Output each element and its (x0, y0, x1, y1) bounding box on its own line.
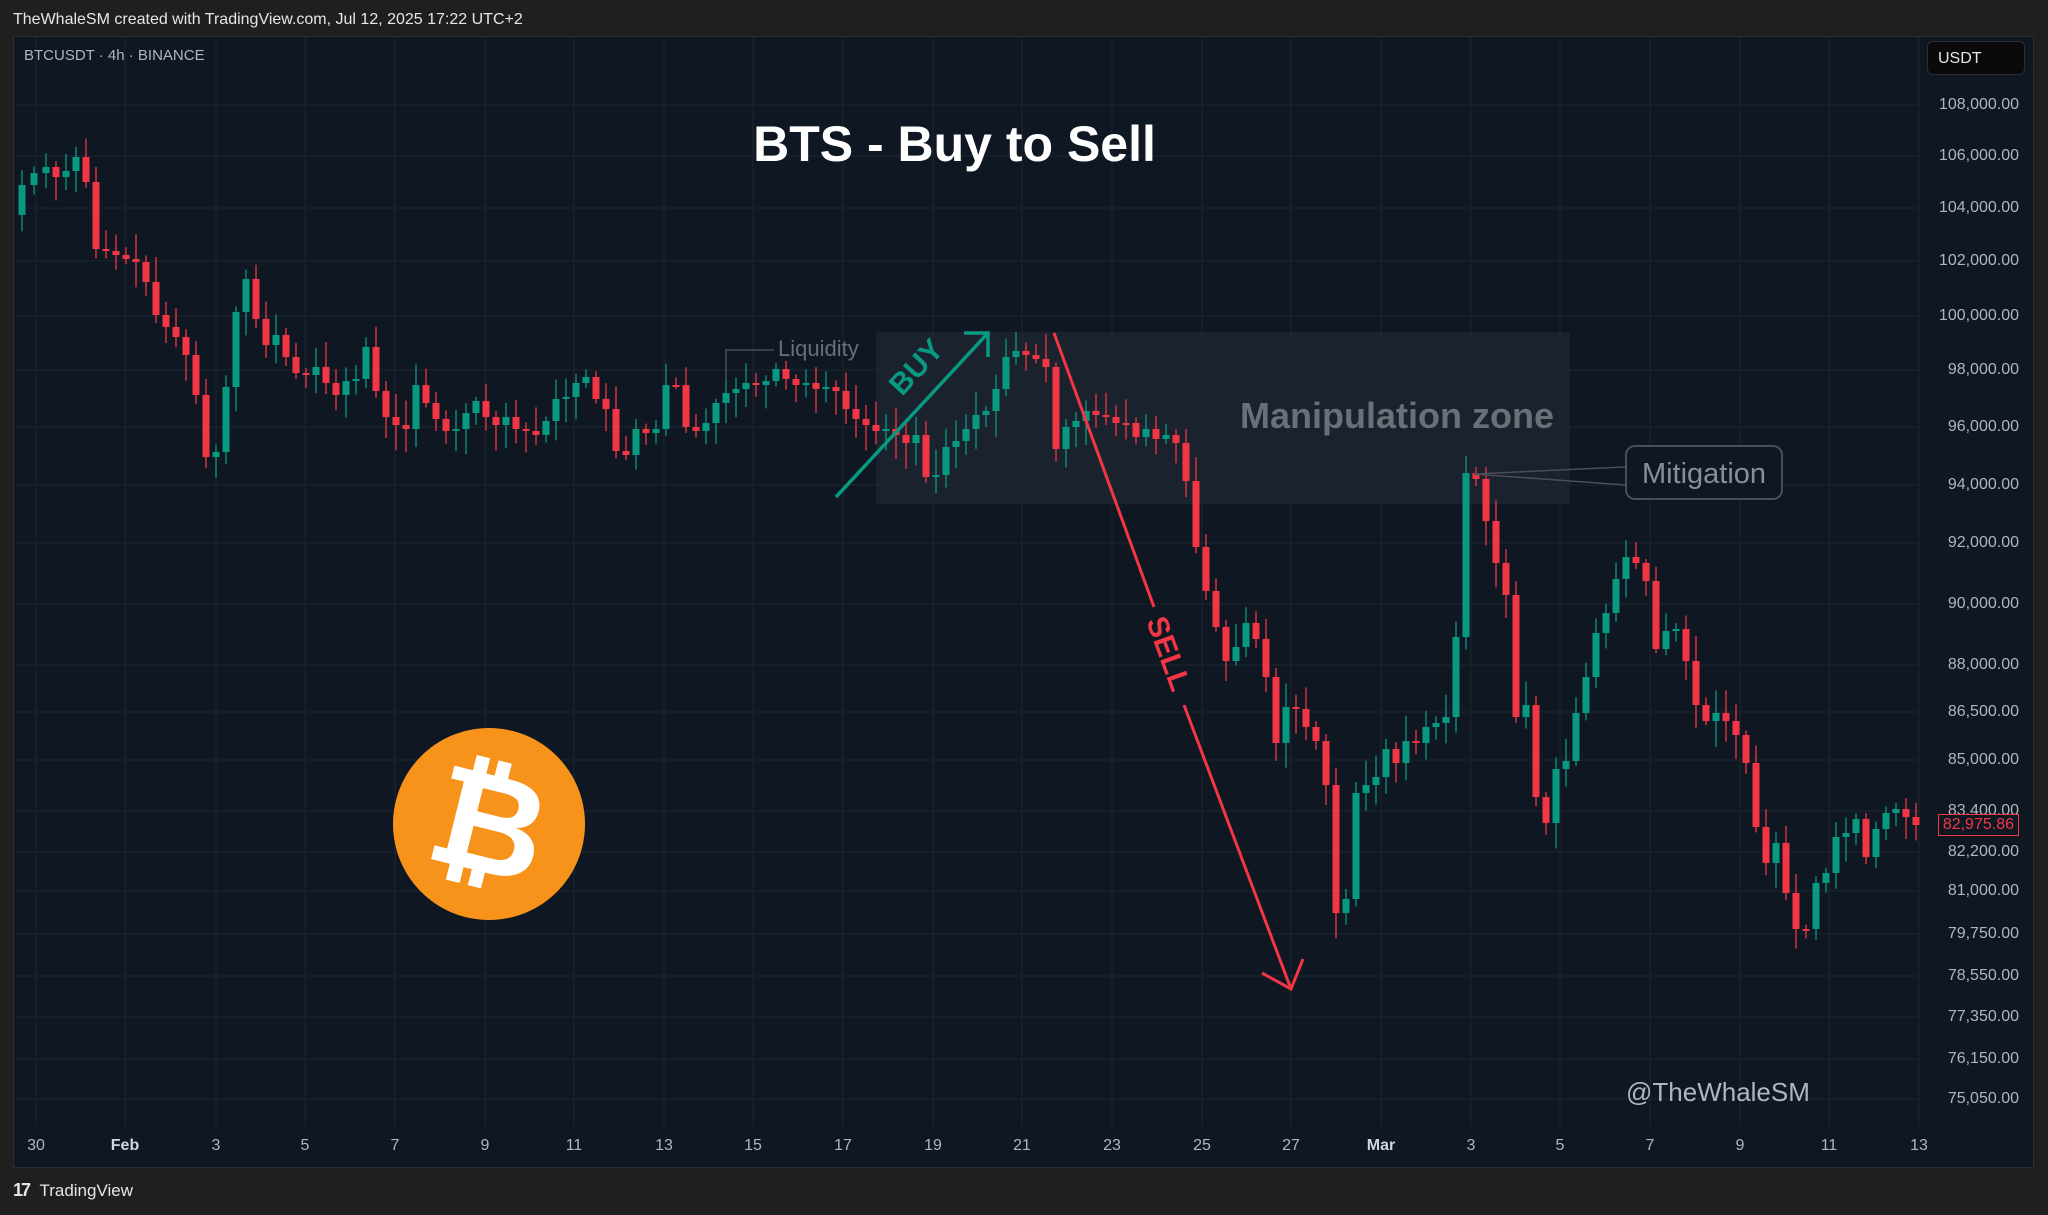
price-tick-label: 76,150.00 (1947, 1050, 2019, 1067)
chart-title: BTS - Buy to Sell (753, 116, 1156, 172)
time-tick-label: 9 (1735, 1137, 1745, 1154)
time-tick-label: 15 (744, 1137, 762, 1154)
price-tick-label: 94,000.00 (1947, 476, 2019, 493)
time-tick-label: 5 (300, 1137, 310, 1154)
price-tick-label: 78,550.00 (1947, 967, 2019, 984)
bitcoin-logo-icon: ₿ (393, 728, 585, 920)
footer-brand-text: TradingView (39, 1181, 134, 1200)
time-tick-label: 13 (1910, 1137, 1928, 1154)
tradingview-logo-icon: 17 (13, 1180, 31, 1200)
mitigation-callout: Mitigation (1625, 445, 1783, 500)
price-tick-label: 81,000.00 (1947, 882, 2019, 899)
price-tick-label: 77,350.00 (1947, 1008, 2019, 1025)
time-tick-label: 7 (1645, 1137, 1655, 1154)
time-tick-label: 3 (211, 1137, 221, 1154)
footer-brand[interactable]: 17 TradingView (13, 1180, 133, 1201)
time-tick-label: 23 (1103, 1137, 1121, 1154)
attribution-bar: TheWhaleSM created with TradingView.com,… (0, 0, 2048, 36)
price-tick-label: 106,000.00 (1938, 147, 2019, 164)
price-tick-label: 108,000.00 (1938, 96, 2019, 113)
price-tick-label: 92,000.00 (1947, 534, 2019, 551)
time-tick-label: 7 (390, 1137, 400, 1154)
price-tick-label: 100,000.00 (1938, 307, 2019, 324)
time-tick-label: Mar (1366, 1137, 1396, 1154)
price-tick-label: 75,050.00 (1947, 1090, 2019, 1107)
price-tick-label: 88,000.00 (1947, 656, 2019, 673)
time-tick-label: 11 (1820, 1137, 1838, 1154)
time-tick-label: 30 (27, 1137, 45, 1154)
time-tick-label: 3 (1466, 1137, 1476, 1154)
current-price-label: 82,975.86 (1937, 814, 2019, 836)
price-tick-label: 96,000.00 (1947, 418, 2019, 435)
time-tick-label: 17 (834, 1137, 852, 1154)
price-tick-label: 90,000.00 (1947, 595, 2019, 612)
time-tick-label: 11 (565, 1137, 583, 1154)
price-tick-label: 98,000.00 (1947, 361, 2019, 378)
author-watermark: @TheWhaleSM (1626, 1077, 1810, 1107)
price-tick-label: 104,000.00 (1938, 199, 2019, 216)
liquidity-label: Liquidity (778, 336, 859, 361)
time-tick-label: 9 (480, 1137, 490, 1154)
currency-button[interactable]: USDT (1927, 41, 2025, 75)
time-tick-label: 13 (655, 1137, 673, 1154)
time-tick-label: 5 (1555, 1137, 1565, 1154)
price-tick-label: 85,000.00 (1947, 751, 2019, 768)
price-tick-label: 79,750.00 (1947, 925, 2019, 942)
price-tick-label: 86,500.00 (1947, 703, 2019, 720)
manipulation-zone-label: Manipulation zone (1240, 395, 1554, 436)
symbol-legend: BTCUSDT · 4h · BINANCE (24, 47, 205, 64)
svg-text:SELL: SELL (1139, 612, 1196, 695)
time-tick-label: 27 (1282, 1137, 1300, 1154)
time-tick-label: Feb (110, 1137, 140, 1154)
price-tick-label: 82,200.00 (1947, 843, 2019, 860)
price-tick-label: 102,000.00 (1938, 252, 2019, 269)
attribution-text: TheWhaleSM created with TradingView.com,… (13, 11, 523, 28)
time-tick-label: 25 (1193, 1137, 1211, 1154)
time-tick-label: 21 (1013, 1137, 1031, 1154)
time-tick-label: 19 (924, 1137, 942, 1154)
chart-pane[interactable]: BUY SELL BTCUSDT · 4h · BINANCE USDT BTS … (13, 36, 2034, 1168)
